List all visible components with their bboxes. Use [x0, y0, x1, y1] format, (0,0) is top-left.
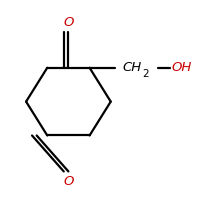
Text: O: O: [63, 16, 74, 29]
Text: CH: CH: [122, 61, 142, 74]
Text: O: O: [63, 175, 74, 188]
Text: 2: 2: [142, 69, 149, 79]
Text: OH: OH: [171, 61, 191, 74]
